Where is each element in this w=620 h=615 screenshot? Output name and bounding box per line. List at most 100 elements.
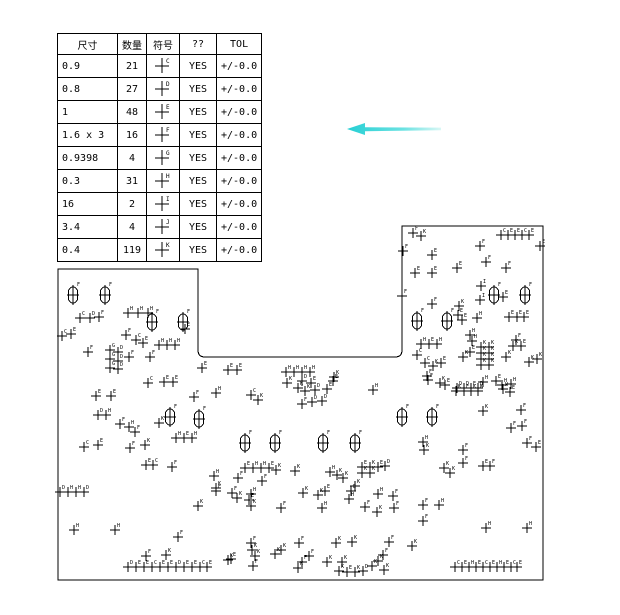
- svg-text:F: F: [395, 489, 398, 495]
- drill-mark: F: [227, 486, 237, 498]
- svg-text:E: E: [492, 560, 495, 566]
- cell-size: 0.8: [57, 77, 118, 101]
- board-outline: [57, 225, 544, 581]
- svg-text:F: F: [203, 406, 206, 412]
- svg-text:H: H: [70, 485, 73, 491]
- svg-text:C: C: [166, 58, 170, 65]
- slot-mark: F: [441, 308, 454, 331]
- drill-mark: D: [317, 394, 327, 406]
- svg-text:C: C: [155, 458, 158, 464]
- svg-text:H: H: [324, 501, 327, 507]
- svg-text:F: F: [385, 548, 388, 554]
- drill-mark: K: [350, 479, 360, 491]
- drill-mark: K: [250, 549, 260, 561]
- svg-text:E: E: [472, 345, 475, 351]
- cell-symbol: G: [146, 146, 180, 170]
- slot-mark: F: [317, 430, 330, 453]
- drill-mark: C: [420, 356, 430, 368]
- svg-text:F: F: [148, 549, 151, 555]
- drill-mark: K: [300, 384, 310, 396]
- svg-text:K: K: [200, 499, 203, 505]
- drill-mark: K: [322, 555, 332, 567]
- svg-text:C: C: [82, 311, 85, 317]
- drill-mark: K: [246, 499, 256, 511]
- drill-mark: H: [133, 306, 143, 318]
- slot-mark: F: [177, 309, 190, 332]
- svg-text:K: K: [480, 384, 483, 390]
- svg-text:E: E: [526, 310, 529, 316]
- drill-mark: F: [517, 419, 527, 431]
- slot-mark: F: [99, 282, 112, 305]
- drill-mark: G: [105, 343, 115, 355]
- svg-text:E: E: [313, 376, 316, 382]
- svg-text:D: D: [130, 560, 133, 566]
- svg-text:E: E: [431, 337, 434, 343]
- svg-text:F: F: [301, 536, 304, 542]
- svg-text:F: F: [518, 333, 521, 339]
- svg-text:H: H: [312, 365, 315, 371]
- drill-mark: F: [233, 471, 243, 483]
- svg-text:E: E: [466, 384, 469, 390]
- cell-size: 0.4: [57, 238, 118, 262]
- drill-mark: K: [416, 229, 426, 241]
- drill-mark: E: [524, 228, 534, 240]
- svg-text:K: K: [336, 370, 339, 376]
- drill-mark: E: [244, 493, 254, 505]
- svg-text:J: J: [166, 219, 170, 226]
- drill-mark: H: [246, 487, 256, 499]
- svg-text:E: E: [506, 560, 509, 566]
- svg-text:H: H: [253, 487, 256, 493]
- symbol-cross-icon: E: [155, 104, 170, 119]
- drill-mark: F: [246, 536, 256, 548]
- svg-text:H: H: [474, 334, 477, 340]
- svg-text:E: E: [239, 363, 242, 369]
- svg-text:K: K: [354, 535, 357, 541]
- drill-mark: F: [257, 474, 267, 486]
- leader-arrow-icon: [347, 123, 441, 135]
- drill-mark: D: [113, 345, 123, 357]
- cell-size: 3.4: [57, 215, 118, 239]
- svg-text:H: H: [332, 465, 335, 471]
- svg-text:E: E: [335, 374, 338, 380]
- drill-mark: H: [209, 469, 219, 481]
- svg-text:F: F: [264, 474, 267, 480]
- svg-text:E: E: [512, 385, 515, 391]
- svg-text:D: D: [387, 459, 390, 465]
- drill-mark: C: [57, 329, 67, 341]
- svg-text:F: F: [283, 501, 286, 507]
- svg-text:E: E: [162, 560, 165, 566]
- svg-text:E: E: [505, 290, 508, 296]
- cell-tol: +/-0.0: [215, 238, 263, 262]
- drill-mark: I: [476, 279, 486, 291]
- svg-text:K: K: [297, 464, 300, 470]
- svg-text:E: E: [251, 493, 254, 499]
- svg-text:K: K: [307, 384, 310, 390]
- drill-mark: C: [450, 560, 460, 572]
- drill-mark: K: [379, 563, 389, 575]
- svg-text:K: K: [372, 460, 375, 466]
- svg-text:E: E: [517, 228, 520, 234]
- drill-mark: K: [350, 565, 360, 577]
- svg-text:E: E: [73, 327, 76, 333]
- drill-mark: D: [123, 560, 133, 572]
- svg-text:E: E: [460, 308, 463, 314]
- drill-mark: K: [524, 355, 534, 367]
- svg-text:K: K: [278, 463, 281, 469]
- svg-text:F: F: [128, 328, 131, 334]
- drill-mark: F: [408, 226, 418, 238]
- drill-mark: F: [481, 255, 491, 267]
- svg-text:E: E: [218, 484, 221, 490]
- drill-mark: E: [91, 389, 101, 401]
- drill-mark: C: [148, 458, 158, 470]
- svg-text:D: D: [92, 311, 95, 317]
- drill-mark: F: [418, 514, 428, 526]
- svg-text:H: H: [380, 487, 383, 493]
- drill-mark: E: [410, 266, 420, 278]
- svg-text:H: H: [178, 431, 181, 437]
- drill-mark: E: [498, 290, 508, 302]
- svg-text:E: E: [146, 560, 149, 566]
- cell-plated: YES: [179, 215, 217, 239]
- drill-mark: F: [173, 530, 183, 542]
